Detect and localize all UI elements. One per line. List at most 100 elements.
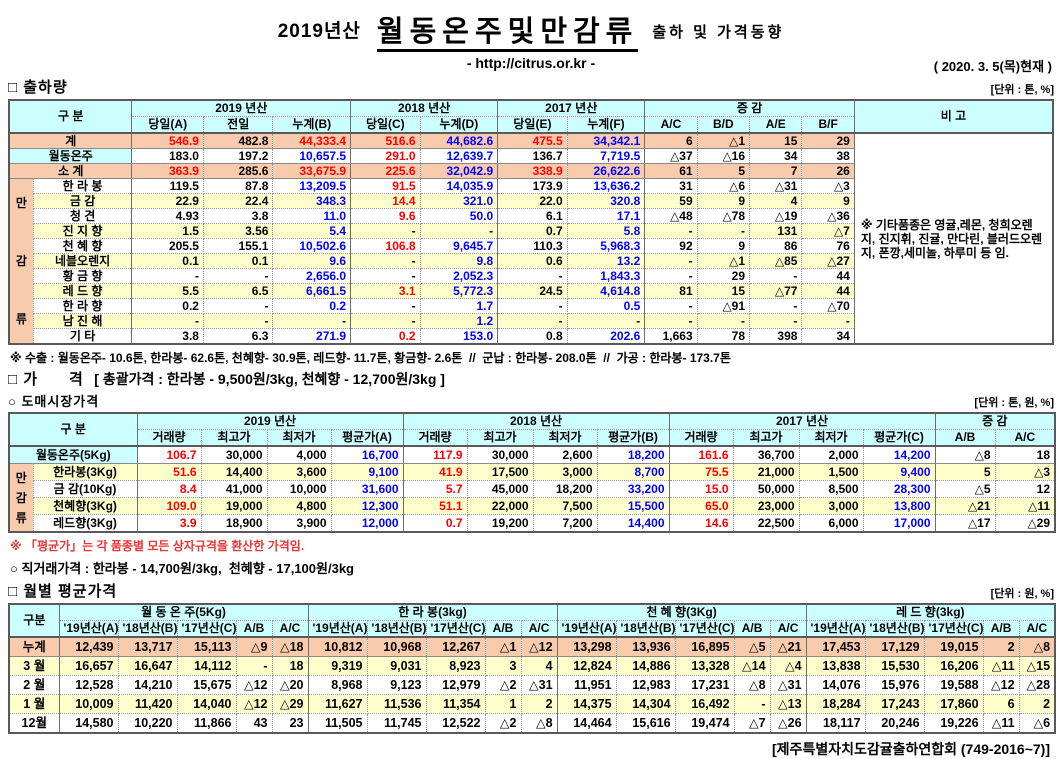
table-cell: 2 [1018,694,1056,714]
table-cell: 10,968 [366,636,427,657]
table-cell: 363.9 [131,163,204,179]
column-header: 비 고 [853,99,1054,134]
column-header: 한 라 봉(3kg) [307,603,558,621]
column-header: 증 감 [644,99,855,117]
table-cell: - [202,298,274,314]
table-cell: △85 [749,253,803,269]
table-cell: 9.6 [350,208,421,224]
table-cell: 5,772.3 [419,283,499,299]
table-cell: 1.7 [419,298,499,314]
table-cell: 7,200 [532,514,598,533]
table-cell: - [350,298,421,314]
table-cell: 110.3 [497,238,568,254]
column-header: '17년산(C) [425,620,486,638]
shipment-section-title: □ 출하량 [8,79,68,96]
table-cell: 9,319 [307,656,368,676]
table-cell: 30,000 [466,445,534,464]
column-header: A/B [484,620,522,638]
publisher-footer: [제주특별자치도감귤출하연합회 (749-2016~7)] [772,741,1050,757]
table-cell: 7,719.5 [566,148,646,164]
table-cell: △12 [982,675,1020,695]
column-header: '17년산(C) [176,620,237,638]
table-cell: △8 [934,445,996,464]
table-cell: 4,614.8 [566,283,646,299]
table-cell: △2 [484,713,522,734]
table-cell: 1,663 [644,328,698,345]
table-cell: 13,328 [674,656,735,676]
table-cell: △3 [801,178,855,194]
table-cell: 173.9 [497,178,568,194]
table-cell: 30,000 [200,445,268,464]
column-header: 2018 년산 [350,99,499,117]
row-label: 청 견 [32,208,133,224]
table-cell: 38 [801,148,855,164]
table-cell: 6.5 [202,283,274,299]
table-cell: 321.0 [419,193,499,209]
table-cell: 106.8 [350,238,421,254]
table-row: 진 지 향 1.5 3.56 5.4- -0.7 5.8- -131 △7 [9,223,1053,239]
table-cell: - [350,253,421,269]
table-cell: 155.1 [202,238,274,254]
table-cell: 43 [235,713,273,734]
column-header: 누계(F) [566,116,646,134]
table-cell: 0.2 [131,298,204,314]
table-cell: 3,000 [532,463,598,481]
table-cell: 5.4 [272,223,352,239]
table-cell: △29 [994,514,1056,533]
row-label: 레드향(3Kg) [32,514,138,533]
table-cell: 9 [696,238,751,254]
table-cell: 20,246 [864,713,925,734]
table-cell: 14,375 [556,694,617,714]
table-cell: 15,675 [176,675,237,695]
row-label: 누계 [8,636,60,657]
column-header: A/C [271,620,309,638]
table-cell: 12,267 [425,636,486,657]
table-cell: 18 [994,445,1056,464]
table-cell: - [644,253,698,269]
table-cell: 6.3 [202,328,274,345]
table-cell: 482.8 [202,132,274,149]
table-cell: 19,200 [466,514,534,533]
table-cell: 8,923 [425,656,486,676]
monthly-unit-label: [단위 : 원, %] [990,588,1054,600]
column-header: 구분 [8,603,60,638]
table-cell: △78 [696,208,751,224]
table-cell: 8,500 [798,480,864,498]
table-cell: 9,123 [366,675,427,695]
table-cell: 15,113 [176,636,237,657]
table-cell: 10,009 [58,694,119,714]
column-header: 당일(C) [350,116,421,134]
table-cell: 17,231 [674,675,735,695]
column-header: 최저가 [266,429,332,447]
table-cell: 22.9 [131,193,204,209]
table-cell: 6.1 [497,208,568,224]
table-cell: 5 [696,163,751,179]
column-header: '19년산(A) [307,620,368,638]
table-cell: 14,400 [596,514,670,533]
table-cell: - [801,313,855,329]
table-row: 레드향(3Kg) 3.9 18,900 3,900 12,000 0.7 19,200 7,2… [9,514,1056,533]
table-cell: 13,636.2 [566,178,646,194]
table-cell: - [696,223,751,239]
column-header: 2019 년산 [136,412,404,430]
table-cell: △5 [934,480,996,498]
table-cell: 7 [749,163,803,179]
table-row: 월동온주 183.0 197.2 10,657.5 291.0 12,639.7 136.7… [8,148,1053,164]
table-cell: 11,420 [117,694,178,714]
table-cell: 41,000 [200,480,268,498]
table-cell: 18,117 [805,713,866,734]
column-header: 당일(E) [497,116,568,134]
table-cell: 516.6 [350,132,421,149]
table-cell: 17,453 [805,636,866,657]
table-cell: 3,600 [266,463,332,481]
column-header: 최고가 [200,429,268,447]
table-cell: 6,000 [798,514,864,533]
table-cell: - [202,313,274,329]
column-header: '17년산(C) [674,620,735,638]
table-row: 1 월 10,009 11,420 14,040 △12 △29 11,627 11,536 1… [8,694,1056,714]
table-cell: 15,530 [864,656,925,676]
column-header: '17년산(C) [923,620,984,638]
